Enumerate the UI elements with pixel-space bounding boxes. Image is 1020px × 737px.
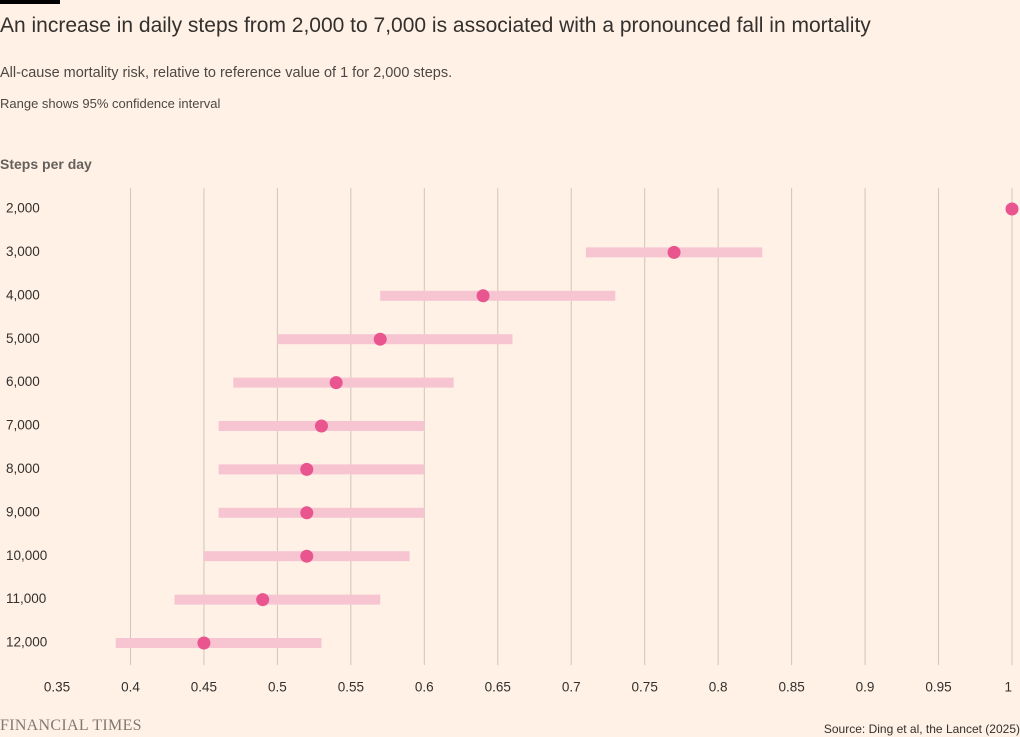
x-tick-label: 0.4 bbox=[121, 680, 140, 695]
y-category-label: 12,000 bbox=[6, 635, 47, 650]
x-tick-label: 0.7 bbox=[562, 680, 581, 695]
x-tick-label: 0.45 bbox=[191, 680, 217, 695]
point-estimate-dot bbox=[300, 462, 314, 476]
chart-title: An increase in daily steps from 2,000 to… bbox=[0, 14, 871, 37]
brand-accent-bar bbox=[0, 0, 60, 4]
confidence-interval-range bbox=[380, 290, 616, 301]
y-category-label: 7,000 bbox=[6, 418, 40, 433]
y-category-label: 10,000 bbox=[6, 548, 47, 563]
confidence-interval-range bbox=[233, 377, 454, 388]
y-category-label: 5,000 bbox=[6, 331, 40, 346]
y-category-label: 4,000 bbox=[6, 287, 40, 302]
chart-note: Range shows 95% confidence interval bbox=[0, 96, 221, 111]
confidence-interval-range bbox=[218, 507, 425, 518]
confidence-interval-range bbox=[174, 594, 381, 605]
x-tick-label: 1 bbox=[1004, 680, 1012, 695]
point-estimate-dot bbox=[1005, 202, 1019, 216]
y-category-label: 9,000 bbox=[6, 504, 40, 519]
x-tick-label: 0.55 bbox=[338, 680, 364, 695]
x-tick-label: 0.85 bbox=[778, 680, 804, 695]
y-category-label: 8,000 bbox=[6, 461, 40, 476]
confidence-interval-range bbox=[218, 464, 425, 475]
y-axis-label: Steps per day bbox=[0, 156, 92, 172]
x-tick-label: 0.75 bbox=[632, 680, 658, 695]
y-category-label: 11,000 bbox=[6, 591, 46, 606]
point-estimate-dot bbox=[300, 549, 314, 563]
x-tick-label: 0.5 bbox=[268, 680, 287, 695]
chart-subtitle: All-cause mortality risk, relative to re… bbox=[0, 65, 453, 81]
confidence-interval-range bbox=[277, 334, 513, 345]
confidence-interval-range bbox=[115, 638, 322, 648]
x-tick-label: 0.6 bbox=[415, 680, 434, 695]
x-tick-label: 0.35 bbox=[44, 680, 70, 695]
y-category-label: 2,000 bbox=[6, 201, 40, 216]
y-category-label: 3,000 bbox=[6, 244, 40, 259]
x-tick-label: 0.95 bbox=[925, 680, 951, 695]
y-category-label: 6,000 bbox=[6, 374, 40, 389]
x-tick-label: 0.9 bbox=[856, 680, 875, 695]
point-estimate-dot bbox=[373, 332, 387, 346]
source-note: Source: Ding et al, the Lancet (2025) bbox=[823, 722, 1020, 736]
point-estimate-dot bbox=[256, 593, 270, 607]
x-tick-label: 0.8 bbox=[709, 680, 728, 695]
point-estimate-dot bbox=[476, 289, 490, 303]
point-estimate-dot bbox=[329, 376, 343, 390]
point-estimate-dot bbox=[197, 636, 211, 650]
point-estimate-dot bbox=[300, 506, 314, 520]
point-estimate-dot bbox=[314, 419, 328, 433]
ft-logo: FINANCIAL TIMES bbox=[0, 717, 142, 734]
point-estimate-dot bbox=[667, 245, 681, 259]
x-tick-label: 0.65 bbox=[485, 680, 511, 695]
